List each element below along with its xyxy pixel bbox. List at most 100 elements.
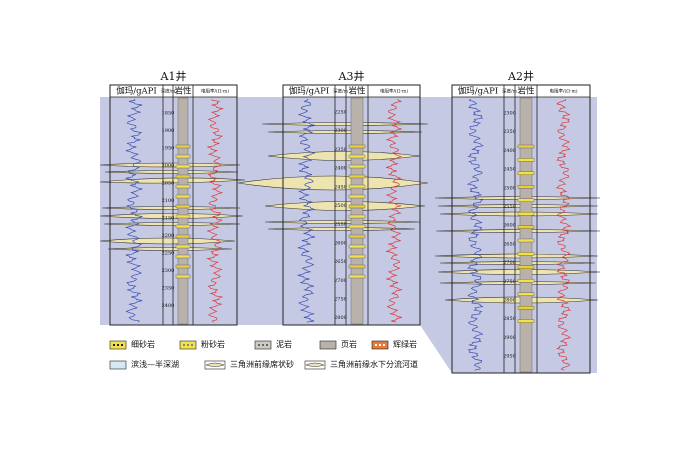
sand-layer — [517, 292, 535, 296]
lithology-column — [177, 97, 189, 325]
sand-layer — [517, 198, 535, 202]
gamma-header: 伽玛/gAPI — [458, 86, 499, 97]
sand-layer — [175, 214, 191, 219]
sand-lens — [99, 213, 244, 219]
depth-tick: 2650 — [503, 241, 516, 247]
sand-layer — [175, 154, 191, 159]
sand-layer — [517, 144, 535, 149]
legend-dot — [258, 344, 260, 346]
depth-tick: 2350 — [503, 129, 516, 135]
sand-layer — [348, 204, 366, 209]
depth-tick: 1900 — [162, 128, 175, 134]
depth-tick: 2950 — [503, 354, 516, 360]
lithology-header: 岩性 — [348, 86, 366, 97]
legend-label: 三角洲前缘席状砂 — [230, 359, 294, 369]
legend-label: 粉砂岩 — [201, 339, 225, 349]
sand-layer — [517, 225, 535, 229]
depth-tick: 2900 — [503, 335, 516, 341]
sand-lens — [99, 237, 236, 245]
sand-lens — [267, 130, 423, 134]
sand-lens — [437, 269, 601, 275]
sand-lens — [104, 170, 239, 174]
depth-tick: 2200 — [162, 233, 175, 239]
sand-layer — [175, 264, 191, 269]
depth-tick: 2150 — [162, 216, 175, 222]
depth-tick: 2700 — [503, 260, 516, 266]
well-frame — [451, 84, 591, 374]
depth-tick: 2350 — [334, 147, 347, 153]
resistivity-log — [385, 98, 403, 323]
sand-layer — [175, 224, 191, 229]
sand-layer — [517, 211, 535, 216]
sand-layer — [517, 319, 535, 323]
depth-header: 深度/m — [333, 88, 349, 95]
depth-tick: 2650 — [334, 259, 347, 265]
legend-lens — [305, 362, 325, 367]
sand-lens — [99, 177, 246, 184]
sand-layer — [348, 154, 366, 159]
lithology-column — [350, 97, 364, 325]
resistivity-log — [555, 98, 572, 371]
depth-tick: 2250 — [162, 251, 175, 257]
sand-layer — [517, 158, 535, 162]
legend-dot — [191, 344, 193, 346]
depth-tick: 2300 — [503, 111, 516, 117]
legend-dot — [117, 344, 119, 346]
depth-tick: 2300 — [334, 128, 347, 134]
sand-layer — [175, 184, 191, 189]
well-frame — [282, 84, 421, 326]
sand-layer — [175, 194, 191, 199]
sand-layer — [517, 171, 535, 176]
lithology-header: 岩性 — [517, 86, 535, 97]
well-name: A2井 — [507, 69, 534, 83]
legend-dot — [187, 344, 189, 346]
sand-layer — [348, 194, 366, 199]
sand-lens — [101, 206, 241, 210]
depth-tick: 2300 — [162, 268, 175, 274]
sand-layer — [175, 174, 191, 179]
sand-layer — [175, 254, 191, 259]
depth-tick: 2400 — [162, 303, 175, 309]
depth-tick: 2800 — [334, 315, 347, 321]
sand-layer — [348, 174, 366, 179]
sand-layer — [175, 144, 191, 149]
sand-layer — [517, 265, 535, 270]
gamma-log — [297, 98, 316, 323]
sand-layer — [175, 204, 191, 209]
legend-label: 滨浅—半深湖 — [131, 359, 179, 369]
legend-dot — [375, 344, 377, 346]
sand-layer — [348, 144, 366, 149]
sand-lens — [99, 162, 241, 168]
sand-lens — [437, 204, 599, 208]
depth-tick: 2750 — [503, 279, 516, 285]
gamma-log — [466, 98, 484, 371]
depth-tick: 2500 — [334, 203, 347, 209]
sand-layer — [175, 274, 191, 279]
depth-tick: 2450 — [503, 167, 516, 173]
sand-layer — [348, 164, 366, 169]
legend-label: 三角洲前缘水下分流河道 — [330, 359, 418, 369]
sand-layer — [517, 305, 535, 310]
depth-tick: 2800 — [503, 298, 516, 304]
legend-dot — [383, 344, 385, 346]
sand-lens — [434, 253, 599, 259]
depth-tick: 2750 — [334, 297, 347, 303]
legend-label: 泥岩 — [276, 339, 292, 349]
legend-dot — [121, 344, 123, 346]
legend-swatch — [109, 360, 127, 370]
resistivity-header: 电阻率/(Ω·m) — [380, 88, 408, 95]
depth-tick: 2700 — [334, 278, 347, 284]
well-name: A1井 — [160, 69, 187, 83]
depth-tick: 2550 — [503, 204, 516, 210]
depth-tick: 2850 — [503, 316, 516, 322]
legend-label: 细砂岩 — [131, 339, 155, 349]
depth-tick: 2550 — [334, 222, 347, 228]
sand-layer — [175, 244, 191, 249]
depth-tick: 1850 — [162, 111, 175, 117]
well-frame — [109, 84, 238, 326]
resistivity-log — [206, 98, 225, 323]
